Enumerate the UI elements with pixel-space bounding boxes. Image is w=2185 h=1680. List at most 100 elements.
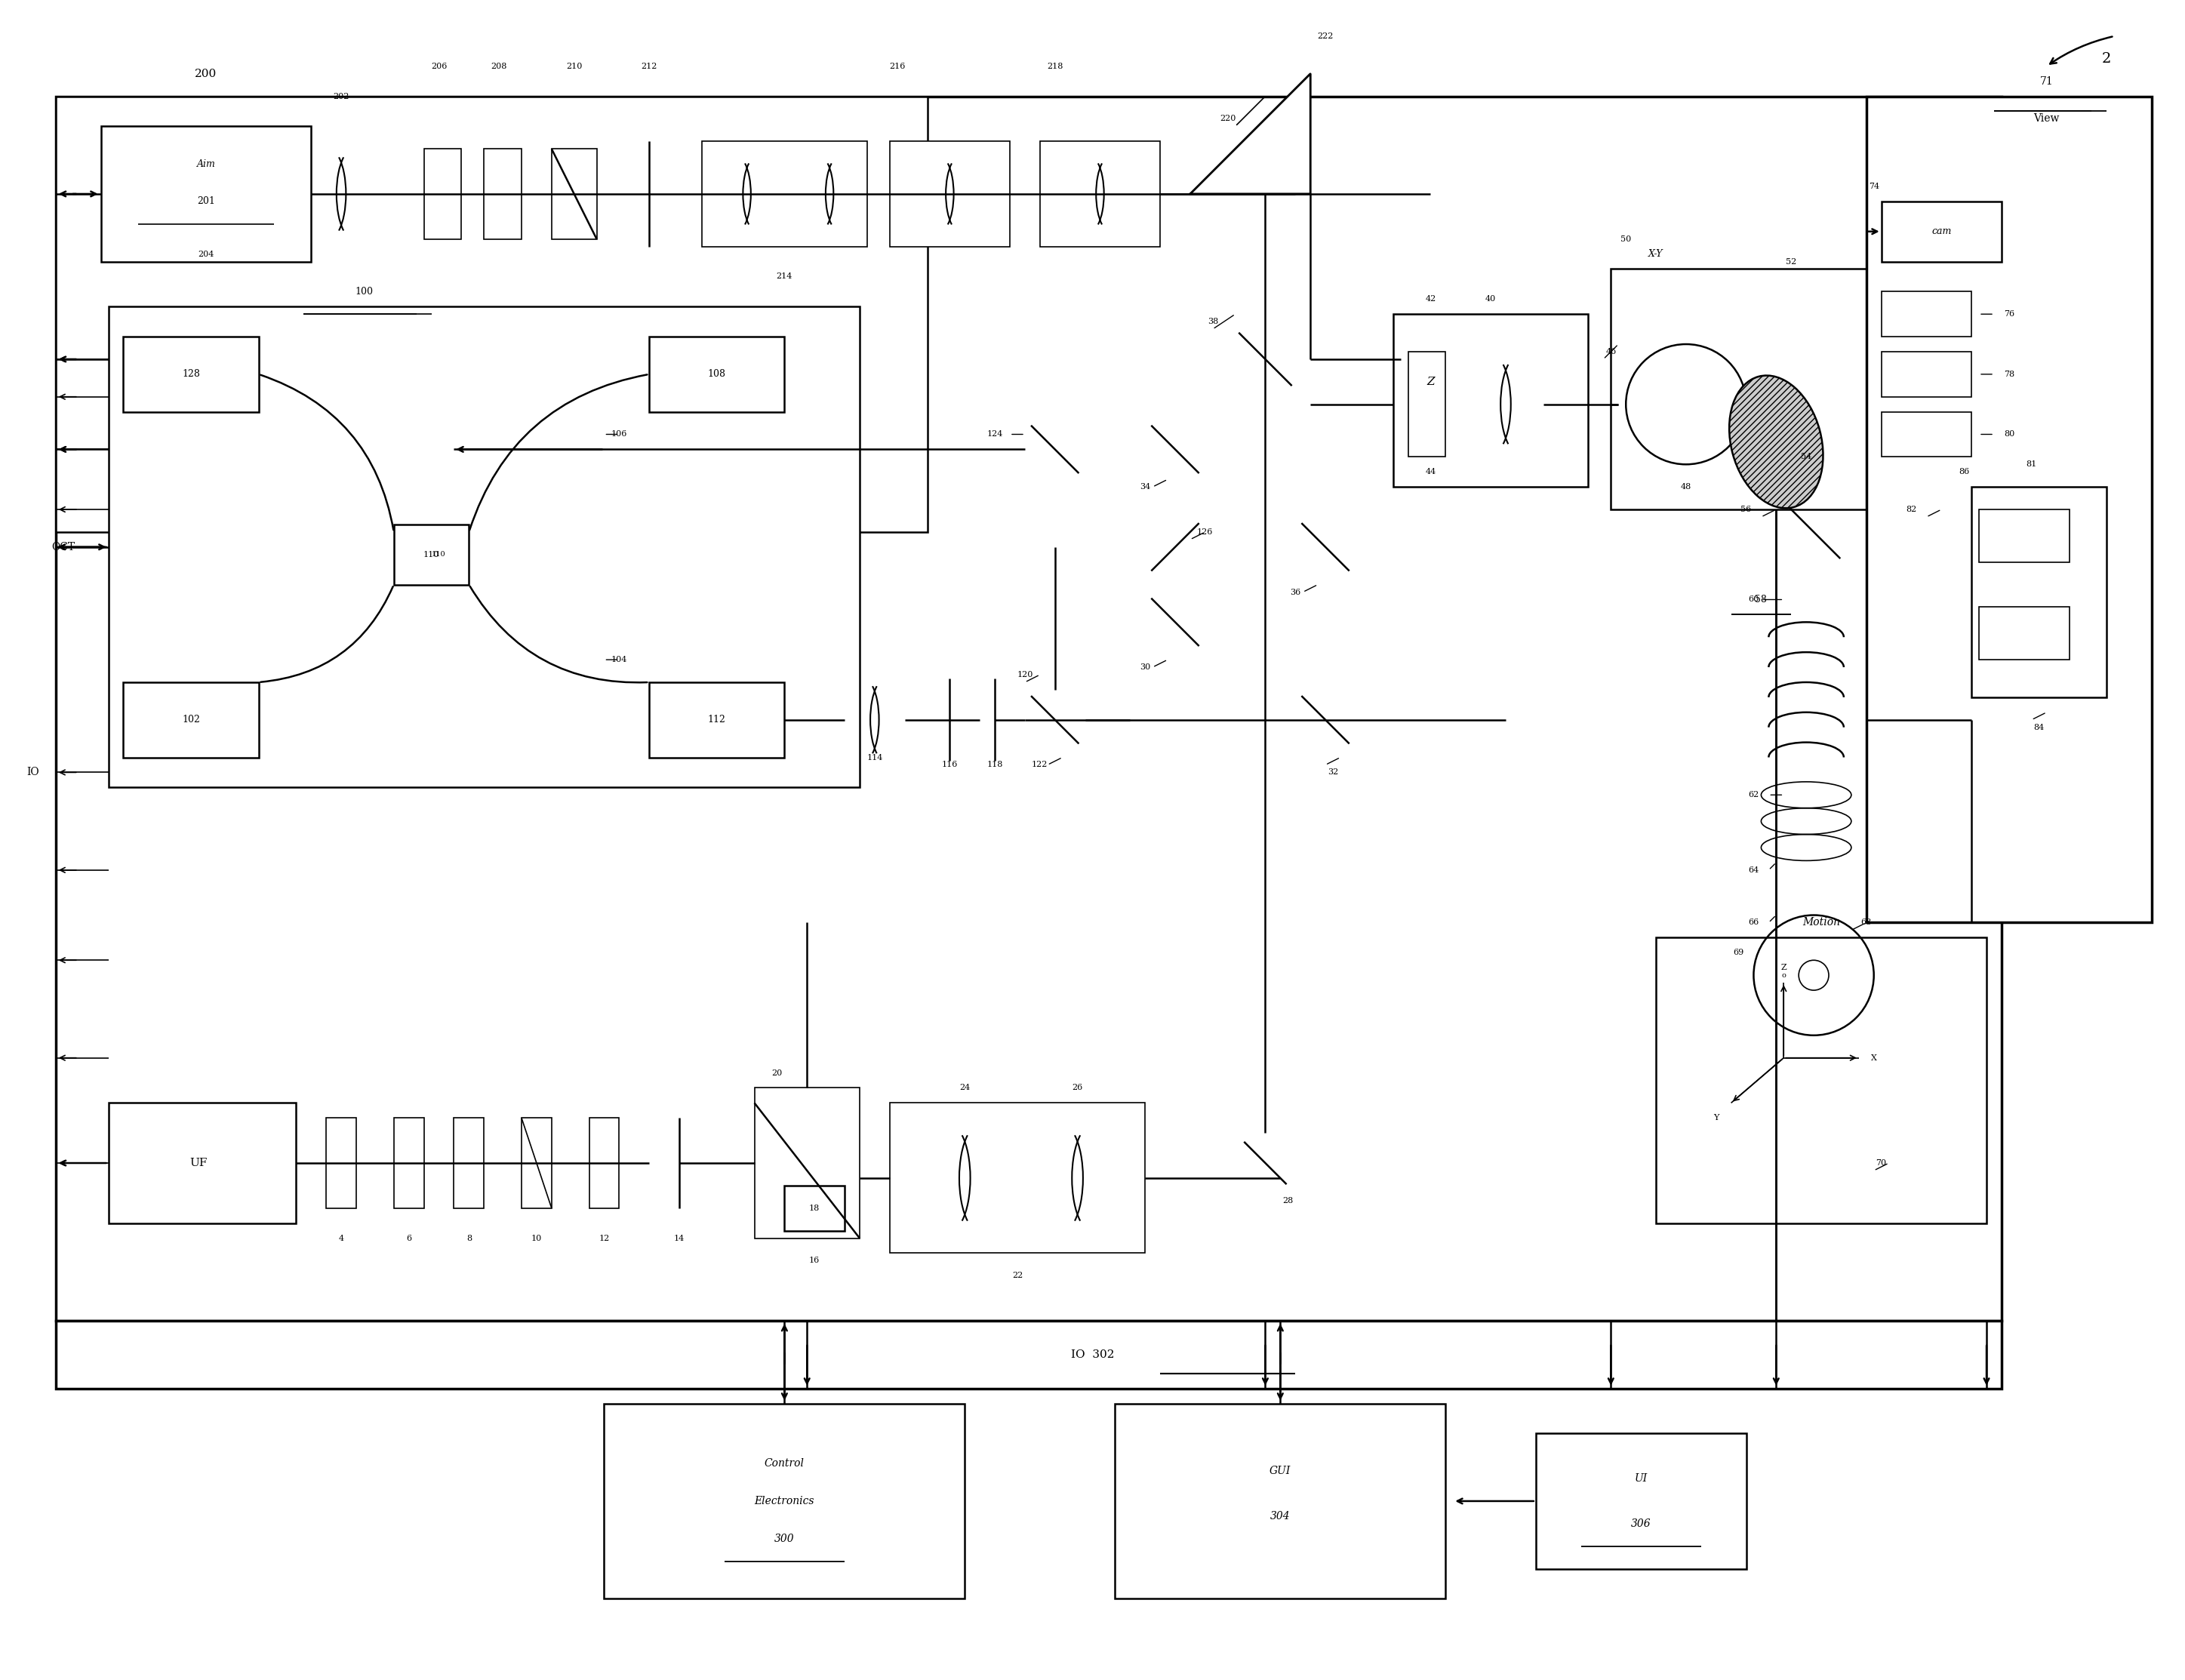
Bar <box>109 1104 297 1223</box>
Text: 4: 4 <box>339 1235 343 1242</box>
Bar <box>1656 937 1986 1223</box>
Bar <box>1394 314 1588 487</box>
Ellipse shape <box>1728 376 1822 507</box>
Bar <box>101 126 310 262</box>
Text: 74: 74 <box>1868 183 1879 190</box>
Text: 36: 36 <box>1289 588 1300 596</box>
Text: 82: 82 <box>1905 506 1916 512</box>
Text: 86: 86 <box>1958 469 1969 475</box>
Text: 38: 38 <box>1208 318 1217 326</box>
Bar <box>605 1403 966 1599</box>
Bar <box>551 150 597 239</box>
Text: 122: 122 <box>1031 761 1049 769</box>
Text: UF: UF <box>190 1158 208 1168</box>
Text: 220: 220 <box>1219 114 1237 123</box>
Text: 116: 116 <box>942 761 957 769</box>
Bar <box>1881 412 1971 457</box>
Bar <box>889 141 1009 247</box>
Text: IO  302: IO 302 <box>1071 1349 1114 1359</box>
Bar <box>57 1320 2001 1388</box>
Bar <box>1407 351 1446 457</box>
Text: Z: Z <box>1781 964 1787 971</box>
Bar <box>393 1117 424 1208</box>
Text: Motion: Motion <box>1803 917 1840 927</box>
Text: 64: 64 <box>1748 867 1759 874</box>
Bar <box>1980 606 2069 660</box>
Text: 102: 102 <box>181 716 201 724</box>
Text: 54: 54 <box>1800 454 1811 460</box>
Text: X: X <box>1870 1053 1877 1062</box>
Text: 10: 10 <box>531 1235 542 1242</box>
Text: 104: 104 <box>612 655 627 664</box>
Bar <box>122 336 258 412</box>
Bar <box>754 1089 859 1238</box>
Bar <box>590 1117 618 1208</box>
Text: GUI: GUI <box>1269 1465 1291 1477</box>
Bar <box>57 96 926 533</box>
Bar <box>122 682 258 758</box>
Bar <box>1040 141 1160 247</box>
Text: 201: 201 <box>197 197 214 207</box>
Bar <box>454 1117 483 1208</box>
Text: 128: 128 <box>181 370 201 380</box>
Text: 40: 40 <box>1486 296 1497 302</box>
Bar <box>1881 351 1971 396</box>
Text: 222: 222 <box>1318 32 1333 40</box>
Text: 78: 78 <box>2004 371 2015 378</box>
Text: 60: 60 <box>1748 596 1759 603</box>
Bar <box>1971 487 2106 697</box>
Text: 52: 52 <box>1785 257 1796 265</box>
Bar <box>522 1117 551 1208</box>
Text: 42: 42 <box>1425 296 1436 302</box>
Text: 76: 76 <box>2004 311 2015 318</box>
Text: 100: 100 <box>354 287 374 296</box>
Text: 108: 108 <box>708 370 725 380</box>
Text: UI: UI <box>1634 1473 1647 1483</box>
Text: 304: 304 <box>1269 1510 1291 1522</box>
Text: Electronics: Electronics <box>754 1495 815 1507</box>
Text: 71: 71 <box>2041 76 2054 87</box>
Text: 14: 14 <box>673 1235 684 1242</box>
Text: 44: 44 <box>1425 469 1436 475</box>
Text: 68: 68 <box>1862 919 1873 926</box>
Text: 69: 69 <box>1733 949 1744 956</box>
Text: 80: 80 <box>2004 430 2015 438</box>
Text: 20: 20 <box>771 1068 782 1077</box>
Text: 32: 32 <box>1328 769 1337 776</box>
Text: 206: 206 <box>430 62 448 71</box>
Text: o: o <box>1781 971 1785 979</box>
Text: 70: 70 <box>1877 1159 1886 1168</box>
Text: 214: 214 <box>776 272 793 281</box>
Text: 12: 12 <box>599 1235 610 1242</box>
Text: IO: IO <box>26 768 39 778</box>
Text: 118: 118 <box>988 761 1003 769</box>
Text: 112: 112 <box>708 716 725 724</box>
Text: 204: 204 <box>199 250 214 257</box>
Text: 124: 124 <box>988 430 1003 438</box>
Text: 208: 208 <box>492 62 507 71</box>
Text: 84: 84 <box>2034 724 2045 731</box>
Bar <box>483 150 522 239</box>
Text: cam: cam <box>1932 227 1951 237</box>
Bar <box>889 1104 1145 1253</box>
Text: X-Y: X-Y <box>1650 249 1663 259</box>
Text: View: View <box>2034 114 2060 124</box>
Text: 16: 16 <box>808 1257 819 1265</box>
Text: 126: 126 <box>1197 528 1213 536</box>
Text: 30: 30 <box>1141 664 1151 670</box>
Text: 22: 22 <box>1012 1272 1023 1280</box>
Bar <box>784 1186 846 1231</box>
Bar <box>649 682 784 758</box>
Text: 212: 212 <box>640 62 658 71</box>
Text: 110: 110 <box>433 551 446 558</box>
Bar <box>1866 96 2152 922</box>
Text: 210: 210 <box>566 62 581 71</box>
Text: 62: 62 <box>1748 791 1759 798</box>
Bar <box>1881 292 1971 336</box>
Text: 48: 48 <box>1680 484 1691 491</box>
Text: 56: 56 <box>1741 506 1752 512</box>
Bar <box>1536 1433 1746 1569</box>
Text: 2: 2 <box>2102 52 2111 66</box>
Text: 200: 200 <box>194 69 216 79</box>
Text: 110: 110 <box>424 551 439 558</box>
